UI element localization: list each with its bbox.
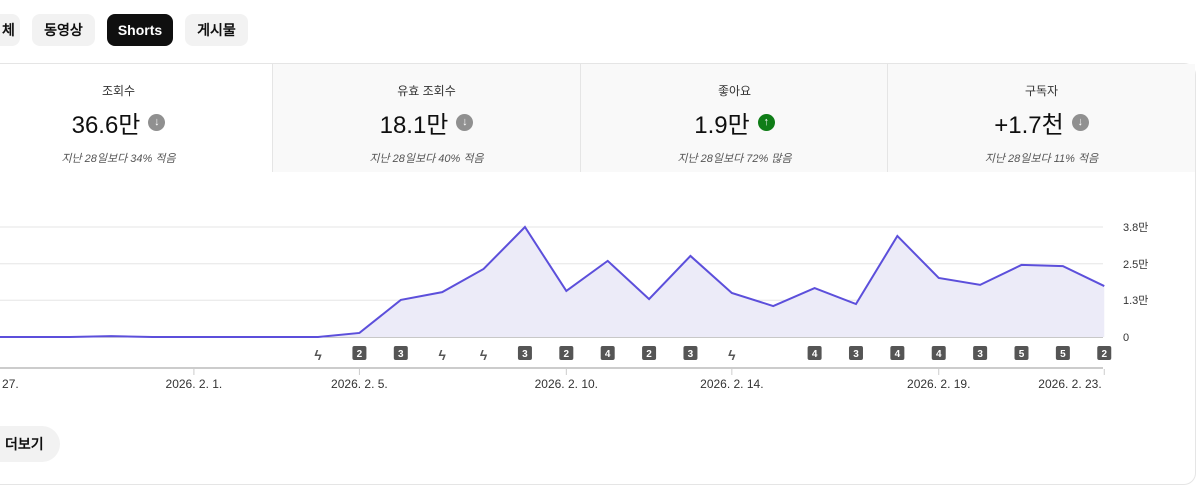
stat-label: 조회수 <box>101 84 136 98</box>
stat-value: 1.9만 <box>694 112 750 139</box>
shorts-icon: ϟ <box>480 347 488 363</box>
upload-count: 2 <box>1101 349 1107 360</box>
stat-tab-0[interactable]: 조회수 36.6만 ↓ 지난 28일보다 34% 적음 <box>0 64 272 172</box>
upload-marker <box>600 346 615 360</box>
x-tick-label: 2026. 2. 5. <box>331 377 388 391</box>
upload-marker <box>931 346 946 360</box>
stat-comparison: 지난 28일보다 72% 많음 <box>677 153 792 165</box>
upload-count: 4 <box>812 349 818 360</box>
upload-marker <box>517 346 532 360</box>
upload-count: 4 <box>936 349 942 360</box>
x-tick-label: 2026. 2. 10. <box>535 377 598 391</box>
upload-marker <box>352 346 367 360</box>
x-tick-label: 2026. 2. 23. <box>1038 377 1101 391</box>
tab-all[interactable]: 체 <box>0 14 20 46</box>
upload-marker <box>807 346 822 360</box>
y-tick-label: 0 <box>1123 332 1129 344</box>
stat-tab-2[interactable]: 좋아요 1.9만 ↑ 지난 28일보다 72% 많음 <box>580 64 888 172</box>
stat-comparison: 지난 28일보다 40% 적음 <box>369 153 484 165</box>
area-fill <box>0 227 1105 337</box>
upload-marker <box>393 346 408 360</box>
upload-count: 4 <box>605 349 611 360</box>
upload-count: 2 <box>646 349 652 360</box>
arrow-down-icon: ↓ <box>148 114 166 131</box>
upload-marker <box>1014 346 1029 360</box>
x-tick-label: 2026. 2. 14. <box>700 377 763 391</box>
shorts-icon: ϟ <box>438 347 446 363</box>
upload-marker <box>1055 346 1070 360</box>
upload-marker <box>559 346 574 360</box>
stat-value: 18.1만 <box>379 112 449 139</box>
x-tick-label: 2026. 2. 1. <box>166 377 223 391</box>
upload-count: 2 <box>357 349 363 360</box>
upload-count: 5 <box>1060 349 1066 360</box>
stat-value: +1.7천 <box>994 112 1064 139</box>
upload-count: 5 <box>1019 349 1025 360</box>
x-tick-label: 2026. 2. 19. <box>907 377 970 391</box>
y-tick-label: 3.8만 <box>1123 221 1148 234</box>
arrow-up-icon: ↑ <box>757 114 775 131</box>
shorts-icon: ϟ <box>728 347 736 363</box>
tab-posts[interactable]: 게시물 <box>185 14 248 46</box>
arrow-down-icon: ↓ <box>1071 114 1089 131</box>
series-line <box>0 225 1105 338</box>
stat-value: 36.6만 <box>71 112 141 139</box>
arrow-down-icon: ↓ <box>456 114 474 131</box>
stat-comparison: 지난 28일보다 34% 적음 <box>61 153 176 165</box>
y-tick-label: 1.3만 <box>1123 294 1148 307</box>
upload-count: 3 <box>688 349 694 360</box>
upload-count: 4 <box>895 349 901 360</box>
stat-label: 유효 조회수 <box>397 84 456 98</box>
more-button[interactable]: 더보기 <box>0 426 60 462</box>
tab-all-label: 체 <box>2 22 15 38</box>
stat-label: 구독자 <box>1024 84 1059 98</box>
stat-comparison: 지난 28일보다 11% 적음 <box>984 153 1099 165</box>
upload-marker <box>683 346 698 360</box>
views-chart: 0 1.3만 2.5만 3.8만 ϟ 2 3 ϟ ϟ 3 2 4 2 3 ϟ 4 3 4 4 3 5 5 2 2026. 1.… <box>0 221 1148 391</box>
x-tick-label: 2026. 1. 27. <box>0 377 19 391</box>
stat-label: 좋아요 <box>717 84 752 98</box>
upload-marker <box>1097 346 1112 360</box>
upload-marker <box>642 346 657 360</box>
stat-tab-1[interactable]: 유효 조회수 18.1만 ↓ 지난 28일보다 40% 적음 <box>272 64 580 172</box>
upload-marker <box>848 346 863 360</box>
tab-shorts[interactable]: Shorts <box>107 14 173 46</box>
upload-count: 3 <box>977 349 983 360</box>
stat-tab-3[interactable]: 구독자 +1.7천 ↓ 지난 28일보다 11% 적음 <box>887 64 1195 172</box>
y-tick-label: 2.5만 <box>1123 258 1148 271</box>
shorts-icon: ϟ <box>314 347 322 363</box>
upload-count: 3 <box>398 349 404 360</box>
more-button-label: 더보기 <box>5 436 44 452</box>
tab-videos[interactable]: 동영상 <box>32 14 95 46</box>
upload-marker <box>973 346 988 360</box>
upload-count: 3 <box>853 349 859 360</box>
upload-count: 3 <box>522 349 528 360</box>
upload-count: 2 <box>564 349 570 360</box>
upload-marker <box>890 346 905 360</box>
